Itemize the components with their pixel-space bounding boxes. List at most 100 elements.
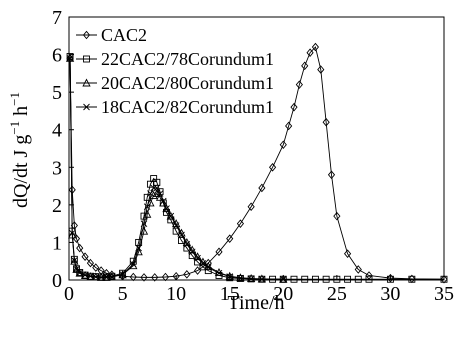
- data-point: [119, 269, 127, 277]
- data-point: [343, 249, 352, 259]
- data-point: [333, 211, 341, 221]
- y-tick-label: 6: [52, 45, 62, 67]
- data-point: [311, 275, 319, 283]
- data-point: [344, 275, 352, 283]
- y-tick-label: 3: [52, 157, 62, 179]
- data-point: [161, 272, 170, 282]
- legend-marker: [83, 103, 90, 111]
- data-point: [75, 268, 84, 277]
- data-point: [140, 220, 148, 227]
- data-point: [365, 275, 373, 283]
- data-point: [386, 275, 394, 283]
- y-axis-label: dQ/dt J g−1 h−1: [7, 92, 32, 208]
- data-point: [129, 272, 137, 282]
- y-tick-label: 4: [52, 120, 62, 142]
- data-point: [70, 256, 79, 265]
- data-point: [163, 205, 170, 212]
- y-tick-label: 0: [52, 270, 62, 292]
- data-point: [440, 275, 448, 283]
- data-point: [290, 102, 298, 112]
- data-point: [279, 140, 287, 150]
- legend-item: 20CAC2/80Corundum1: [76, 73, 274, 93]
- data-point: [295, 80, 303, 89]
- data-point: [135, 238, 143, 246]
- data-point: [237, 274, 244, 282]
- legend-marker: [82, 30, 91, 40]
- x-tick-label: 10: [166, 283, 186, 305]
- data-point: [71, 257, 78, 264]
- data-point: [81, 271, 89, 279]
- data-point: [247, 275, 255, 283]
- data-point: [140, 273, 148, 282]
- y-tick-label: 7: [52, 7, 62, 29]
- data-point: [147, 190, 154, 197]
- data-point: [327, 170, 336, 180]
- data-point: [68, 185, 76, 195]
- y-tick-label: 5: [52, 82, 62, 104]
- data-point: [317, 65, 325, 74]
- data-point: [257, 274, 267, 283]
- data-point: [167, 212, 175, 220]
- data-point: [178, 231, 185, 239]
- data-point: [236, 219, 245, 228]
- data-point: [166, 211, 175, 220]
- legend-item: 22CAC2/78Corundum1: [76, 49, 274, 69]
- y-axis-label-main: dQ/dt J g: [10, 135, 32, 208]
- data-point: [188, 248, 196, 256]
- y-tick-label: 1: [52, 232, 62, 254]
- series-1: [66, 42, 448, 284]
- legend-marker: [83, 55, 90, 63]
- x-axis-label: Time/h: [227, 292, 284, 314]
- data-point: [290, 275, 298, 283]
- data-point: [183, 270, 191, 279]
- data-point: [150, 184, 157, 192]
- data-point: [386, 273, 395, 283]
- data-point: [226, 273, 234, 280]
- data-point: [153, 184, 161, 192]
- plot-frame: [68, 16, 445, 281]
- x-tick-label: 0: [64, 283, 74, 305]
- legend-label: 20CAC2/80Corundum1: [101, 73, 274, 93]
- data-point: [129, 260, 137, 268]
- series-4: [66, 55, 287, 283]
- data-point: [172, 271, 180, 281]
- y-axis-label-exp-1: −1: [7, 121, 22, 135]
- data-point: [268, 162, 277, 172]
- data-point: [151, 273, 159, 282]
- data-point: [226, 234, 234, 243]
- legend: CAC2 22CAC2/78Corundum1 20CAC2/80Corundum1…: [76, 25, 274, 117]
- data-point: [156, 190, 164, 197]
- data-point: [143, 193, 151, 201]
- data-point: [322, 117, 330, 127]
- data-point: [285, 121, 293, 131]
- data-point: [172, 222, 180, 229]
- data-point: [306, 48, 314, 57]
- x-tick-label: 20: [273, 283, 293, 305]
- data-point: [135, 244, 142, 252]
- data-point: [199, 260, 207, 267]
- data-point: [76, 269, 84, 277]
- data-point: [215, 247, 223, 257]
- data-point: [162, 204, 171, 213]
- data-point: [119, 271, 126, 278]
- data-point: [103, 274, 110, 281]
- data-point: [194, 254, 201, 262]
- data-point: [194, 258, 202, 266]
- series-layer: [65, 42, 448, 284]
- data-point: [143, 203, 151, 211]
- data-point: [146, 198, 155, 207]
- data-point: [440, 274, 448, 284]
- y-axis-label-exp-2: −1: [7, 92, 22, 106]
- y-axis-label-unit: h: [10, 106, 32, 121]
- y-tick-label: 2: [52, 195, 62, 217]
- x-tick-label: 25: [327, 283, 347, 305]
- data-point: [258, 183, 266, 193]
- data-point: [68, 229, 76, 237]
- data-point: [92, 263, 100, 272]
- data-point: [354, 275, 362, 283]
- data-point: [215, 269, 223, 277]
- series-line: [69, 58, 284, 280]
- legend-item: CAC2: [76, 25, 147, 45]
- data-point: [247, 202, 255, 212]
- data-point: [76, 243, 84, 253]
